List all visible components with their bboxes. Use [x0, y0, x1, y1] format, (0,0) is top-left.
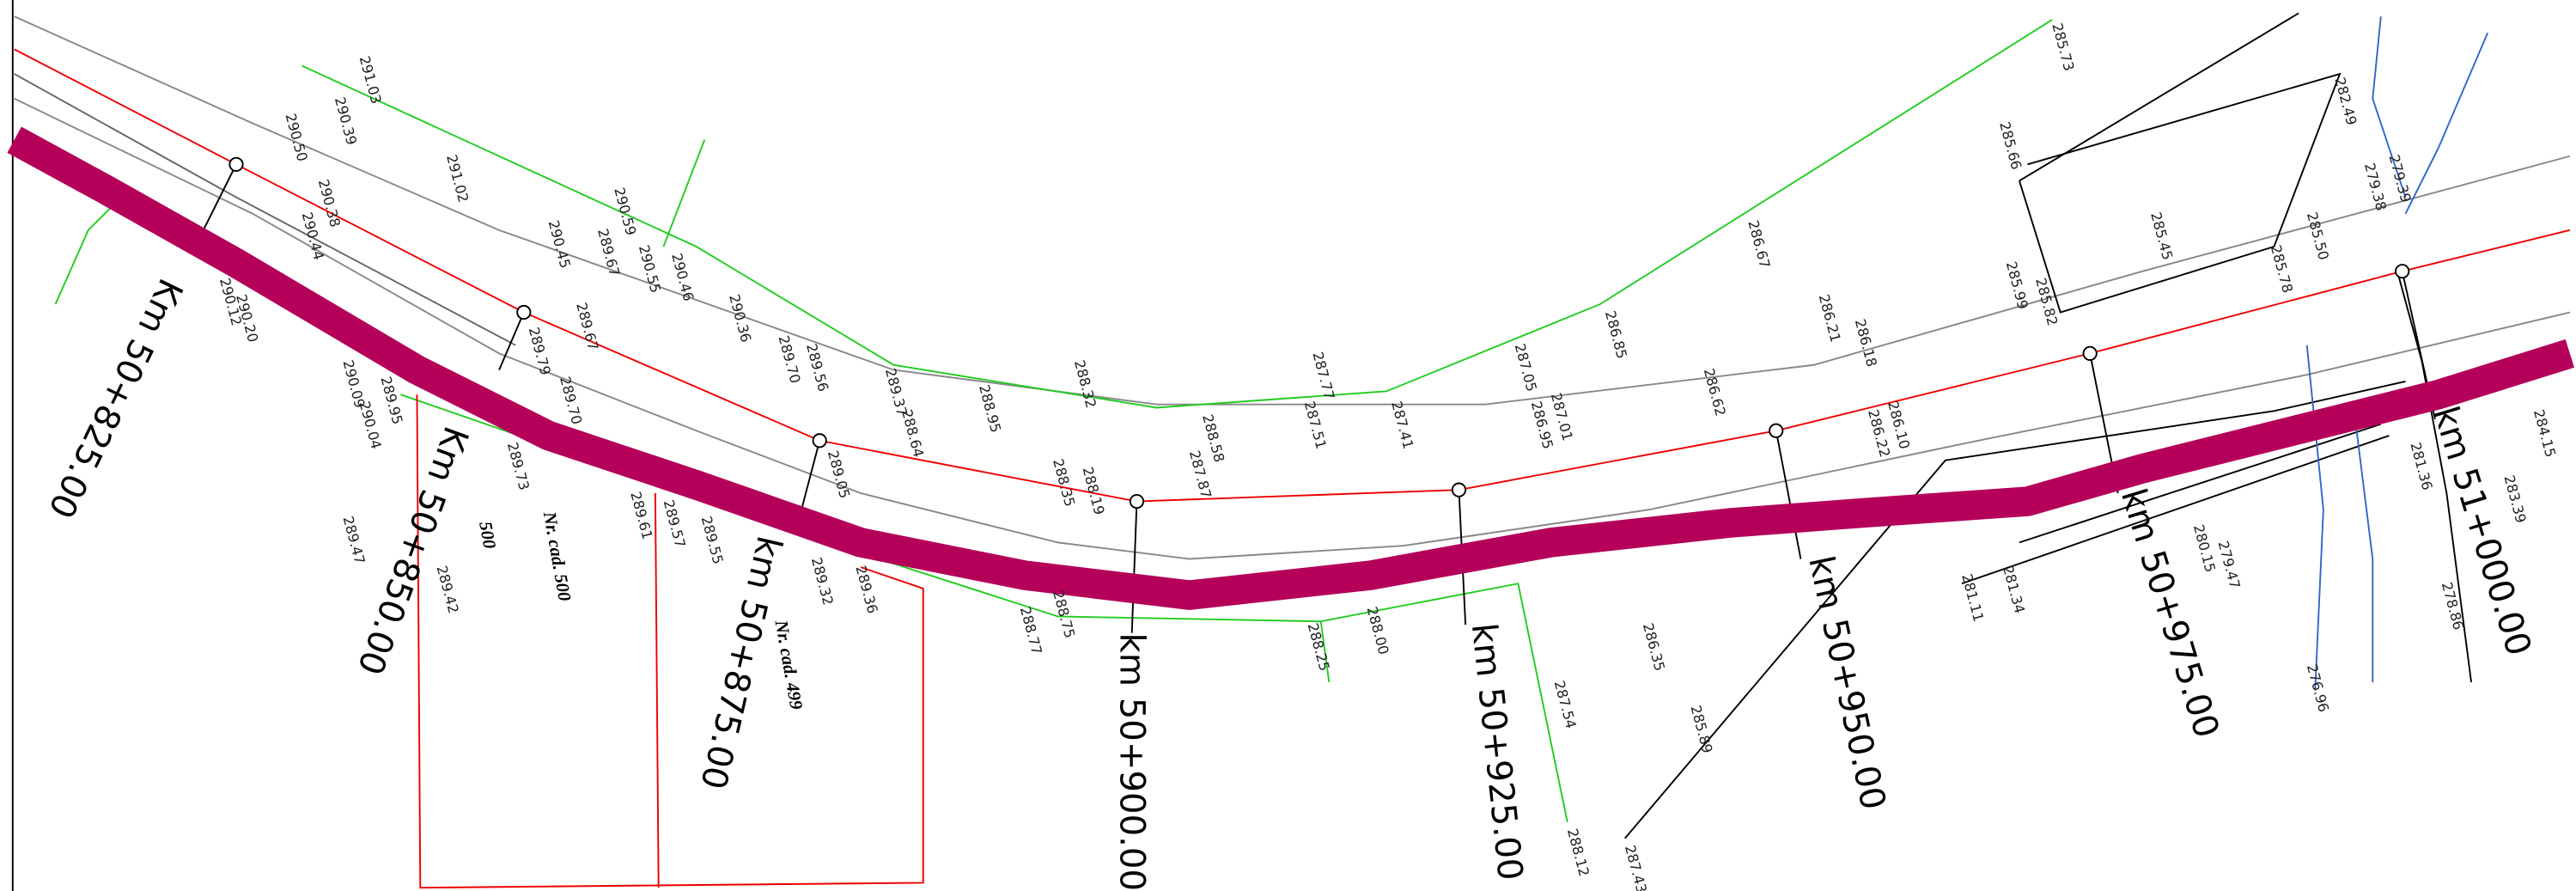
- parcel: [416, 394, 924, 889]
- station: [1769, 423, 1784, 438]
- boundary-green: [1319, 621, 1331, 683]
- contour: [2305, 345, 2324, 691]
- edge-line: [14, 73, 516, 346]
- contour: [2355, 427, 2374, 683]
- station: [2395, 264, 2410, 279]
- contour: [2372, 16, 2407, 198]
- background: [6, 0, 2570, 891]
- station: [1129, 493, 1145, 510]
- tick: [498, 312, 525, 370]
- line-black: [2396, 271, 2473, 683]
- tick: [202, 163, 237, 231]
- road: [7, 126, 2574, 610]
- edge-line: [14, 15, 2571, 406]
- line-black: [2018, 72, 2342, 314]
- chainage-label: km 50+900.00: [1111, 633, 1151, 891]
- tick: [1130, 501, 1138, 633]
- boundary-green: [662, 139, 706, 247]
- line-black: [1623, 380, 2406, 839]
- station: [228, 156, 244, 172]
- edge-line: [14, 97, 2571, 560]
- station: [812, 433, 827, 449]
- boundary-green: [301, 19, 2053, 409]
- line-black: [2019, 423, 2382, 544]
- parcel: [654, 492, 660, 888]
- linework: [14, 12, 2571, 889]
- stations: [228, 156, 2410, 510]
- station: [516, 304, 532, 320]
- station: [2082, 345, 2098, 361]
- axis-line: [14, 48, 2571, 503]
- cadastral-label: 500: [475, 520, 500, 551]
- station: [1451, 482, 1467, 497]
- tick: [1775, 430, 1802, 559]
- contour: [2404, 32, 2489, 215]
